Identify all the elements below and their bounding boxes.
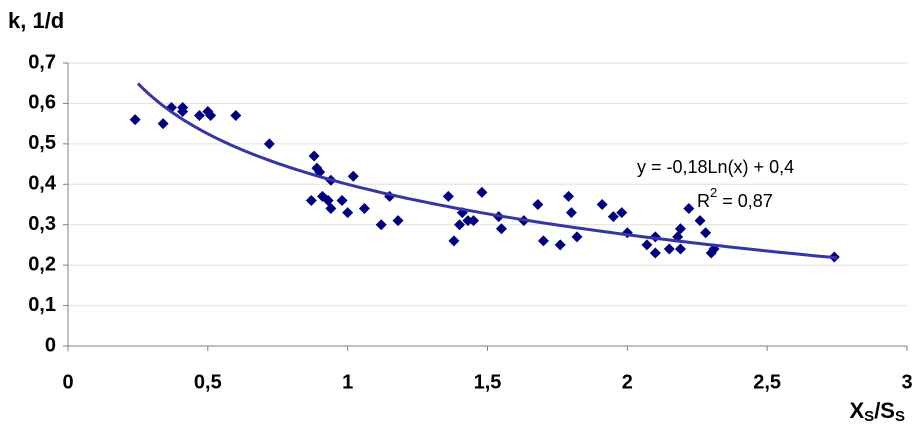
point (607, 211, 619, 223)
point (495, 223, 507, 235)
point (448, 235, 460, 247)
point (641, 239, 653, 251)
point (674, 243, 686, 255)
point (649, 247, 661, 259)
x-title-sub: S (895, 408, 905, 425)
r-part: R (697, 191, 710, 211)
point (177, 106, 189, 118)
point (663, 243, 675, 255)
point (616, 207, 628, 219)
point (347, 170, 359, 182)
y-tick-label: 0,2 (28, 253, 56, 275)
point (571, 231, 583, 243)
point (305, 194, 317, 206)
point (565, 207, 577, 219)
point (392, 215, 404, 227)
trendline (136, 82, 838, 260)
point (308, 150, 320, 162)
point (336, 194, 348, 206)
y-tick-label: 0,7 (28, 51, 56, 73)
x-title-part: X (849, 398, 864, 423)
point (442, 190, 454, 202)
y-tick-label: 0,5 (28, 132, 56, 154)
point (157, 118, 169, 130)
y-tick-label: 0,4 (28, 173, 57, 195)
point (563, 190, 575, 202)
point (325, 203, 337, 215)
r-sup: 2 (710, 185, 717, 200)
point (205, 110, 217, 122)
point (554, 239, 566, 251)
point (694, 215, 706, 227)
x-tick-label: 1 (342, 371, 353, 393)
x-tick-label: 3 (901, 371, 912, 393)
x-tick-label: 0 (62, 371, 73, 393)
point (700, 227, 712, 239)
y-tick-label: 0 (45, 334, 56, 356)
point (375, 219, 387, 231)
x-title-sub: S (864, 408, 874, 425)
point (674, 223, 686, 235)
y-tick-label: 0,1 (28, 294, 56, 316)
y-tick-label: 0,3 (28, 213, 56, 235)
point (596, 199, 608, 210)
x-tick-label: 0,5 (194, 371, 222, 393)
point (263, 138, 275, 150)
point (532, 199, 544, 210)
x-tick-label: 1,5 (474, 371, 502, 393)
point (358, 203, 370, 215)
point (454, 219, 466, 231)
x-tick-label: 2,5 (753, 371, 781, 393)
x-axis-title: XS/SS (849, 398, 905, 425)
point (129, 114, 141, 126)
point (683, 203, 695, 215)
x-tick-label: 2 (622, 371, 633, 393)
point (342, 207, 354, 219)
point (462, 215, 474, 227)
r-part: = 0,87 (717, 191, 773, 211)
x-title-part: /S (874, 398, 895, 423)
equation: y = -0,18Ln(x) + 0,4 (637, 157, 794, 177)
point (230, 110, 242, 122)
y-tick-label: 0,6 (28, 92, 56, 114)
point (193, 110, 205, 122)
y-axis-title: k, 1/d (8, 8, 64, 33)
point (537, 235, 549, 247)
r-squared: R2 = 0,87 (697, 185, 773, 210)
point (476, 186, 488, 198)
point (468, 215, 480, 227)
